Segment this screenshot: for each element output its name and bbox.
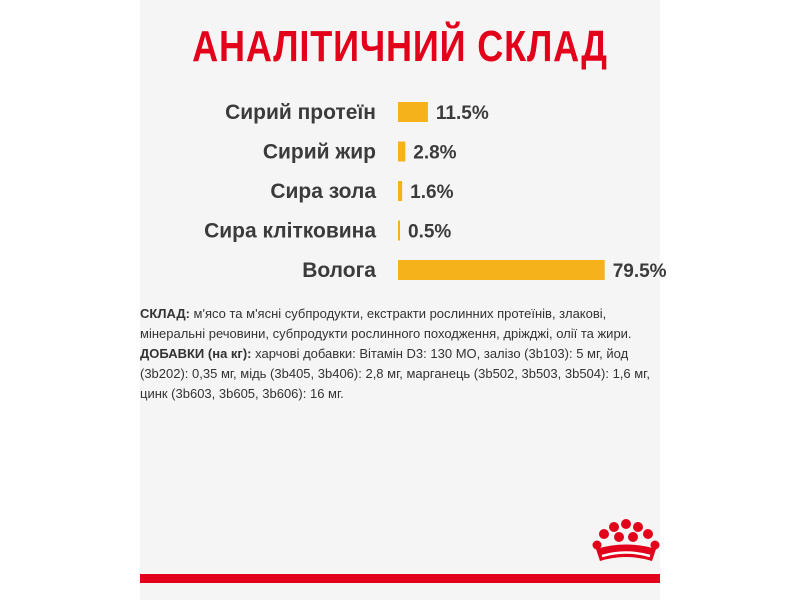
page-title: АНАЛІТИЧНИЙ СКЛАД: [192, 22, 608, 71]
crown-icon: [592, 519, 660, 561]
bar: [398, 220, 400, 241]
brand-bottom-bar: [140, 574, 660, 583]
value-label: 1.6%: [410, 182, 453, 203]
content-panel: [140, 0, 660, 600]
category-label: Сирий жир: [263, 141, 376, 164]
additives-text: харчові добавки: Вітамін D3: 130 МО, зал…: [140, 346, 650, 401]
category-label: Сирий протеїн: [225, 101, 376, 124]
value-label: 2.8%: [413, 143, 456, 164]
value-label: 0.5%: [408, 222, 451, 243]
bar: [398, 102, 428, 122]
analysis-chart: Сирий протеїн 11.5% Сирий жир 2.8% Сира зола…: [204, 101, 667, 282]
composition-text: м'ясо та м'ясні субпродукти, екстракти р…: [140, 306, 632, 341]
category-label: Вологa: [302, 259, 376, 282]
composition-paragraph: СКЛАД: м'ясо та м'ясні субпродукти, екст…: [140, 304, 660, 344]
category-label: Сира клітковина: [204, 220, 376, 243]
bar: [398, 181, 403, 201]
additives-paragraph: ДОБАВКИ (на кг): харчові добавки: Вітамі…: [140, 344, 660, 404]
bar: [398, 141, 406, 162]
value-label: 79.5%: [613, 261, 667, 282]
composition-label: СКЛАД:: [140, 306, 190, 321]
bar: [398, 260, 605, 280]
additives-label: ДОБАВКИ (на кг):: [140, 346, 252, 361]
category-label: Сира зола: [270, 180, 376, 203]
composition-block: СКЛАД: м'ясо та м'ясні субпродукти, екст…: [140, 304, 660, 404]
value-label: 11.5%: [436, 103, 489, 124]
